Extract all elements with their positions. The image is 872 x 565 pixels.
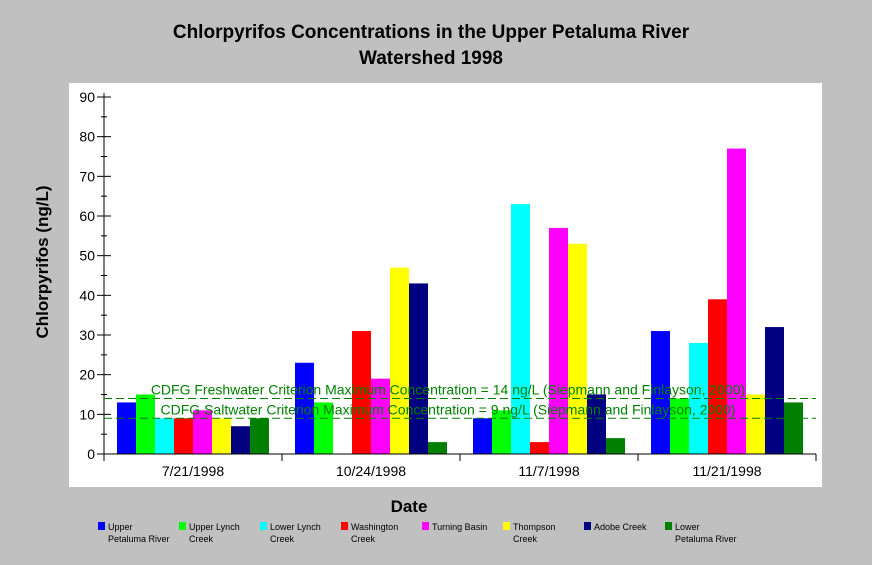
legend-label-line: Petaluma River xyxy=(108,534,170,544)
bar-adobe-creek-2 xyxy=(409,283,428,454)
y-tick-label: 40 xyxy=(79,287,95,303)
x-axis-label: Date xyxy=(391,497,428,516)
legend-label-line: Washington xyxy=(351,522,399,532)
bar-upper-petaluma-river-3 xyxy=(473,418,492,454)
legend-label: Lower Petaluma River xyxy=(675,521,755,545)
bar-thompson-creek-4 xyxy=(746,394,765,454)
y-tick-label: 20 xyxy=(79,367,95,383)
legend-swatch xyxy=(503,522,510,530)
legend-label: Adobe Creek xyxy=(594,521,674,533)
legend-swatch xyxy=(179,522,186,530)
x-tick-label: 11/7/1998 xyxy=(518,463,579,479)
legend-label: Upper Lynch Creek xyxy=(189,521,269,545)
legend-swatch xyxy=(98,522,105,530)
bar-upper-petaluma-river-4 xyxy=(651,331,670,454)
reference-line-label-1: CDFG Freshwater Criterion Maximum Concen… xyxy=(151,381,745,397)
legend-label-line: Adobe Creek xyxy=(594,522,647,532)
legend-swatch xyxy=(341,522,348,530)
legend-label: Lower Lynch Creek xyxy=(270,521,350,545)
legend-label-line: Creek xyxy=(189,534,214,544)
bar-washington-creek-4 xyxy=(708,299,727,454)
reference-lines-layer: CDFG Freshwater Criterion Maximum Concen… xyxy=(104,381,816,419)
bars-layer xyxy=(117,148,803,455)
legend-swatch xyxy=(584,522,591,530)
bar-upper-lynch-creek-4 xyxy=(670,398,689,454)
legend-swatch xyxy=(422,522,429,530)
bar-upper-petaluma-river-2 xyxy=(295,362,314,454)
legend-label: Washington Creek xyxy=(351,521,431,545)
legend-label: Thompson Creek xyxy=(513,521,593,545)
y-tick-label: 90 xyxy=(79,89,95,105)
legend-swatch xyxy=(665,522,672,530)
legend-label-line: Upper xyxy=(108,522,133,532)
y-tick-label: 50 xyxy=(79,248,95,264)
bar-lower-lynch-creek-3 xyxy=(511,204,530,454)
chart-title-line-2: Watershed 1998 xyxy=(359,48,503,69)
x-tick-label: 7/21/1998 xyxy=(162,463,224,479)
bar-adobe-creek-4 xyxy=(765,327,784,454)
legend-label-line: Upper Lynch xyxy=(189,522,240,532)
bar-washington-creek-2 xyxy=(352,331,371,454)
bar-upper-petaluma-river-1 xyxy=(117,402,136,454)
bar-turning-basin-3 xyxy=(549,227,568,454)
axes-layer: 0 10 20 30 40 50 60 70 80 90 7/21/1998 10/24/1998 11… xyxy=(79,89,817,479)
reference-line-label-2: CDFG Saltwater Criterion Maximum Concent… xyxy=(161,401,736,417)
y-tick-label: 10 xyxy=(79,406,95,422)
bar-lower-lynch-creek-1 xyxy=(155,418,174,454)
y-tick-label: 30 xyxy=(79,327,95,343)
bar-washington-creek-3 xyxy=(530,442,549,454)
x-tick-label: 11/21/1998 xyxy=(692,463,761,479)
legend-label-line: Lower Lynch xyxy=(270,522,321,532)
legend-swatch xyxy=(260,522,267,530)
legend-label: Upper Petaluma River xyxy=(108,521,188,545)
bar-lower-petaluma-river-1 xyxy=(250,418,269,454)
x-tick-label: 10/24/1998 xyxy=(336,463,406,479)
legend-label-line: Petaluma River xyxy=(675,534,737,544)
legend-label-line: Creek xyxy=(513,534,538,544)
chart-title-line-1: Chlorpyrifos Concentrations in the Upper… xyxy=(172,22,690,43)
bar-lower-petaluma-river-4 xyxy=(784,402,803,454)
bar-adobe-creek-3 xyxy=(587,394,606,454)
legend-label: Turning Basin xyxy=(432,521,512,533)
legend-label-line: Lower xyxy=(675,522,700,532)
bar-lower-petaluma-river-3 xyxy=(606,438,625,454)
bar-lower-petaluma-river-2 xyxy=(428,442,447,454)
y-tick-label: 80 xyxy=(79,129,95,145)
legend-label-line: Turning Basin xyxy=(432,522,488,532)
y-axis-label: Chlorpyrifos (ng/L) xyxy=(33,186,52,339)
bar-thompson-creek-2 xyxy=(390,267,409,454)
bar-turning-basin-1 xyxy=(193,410,212,454)
bar-thompson-creek-1 xyxy=(212,418,231,454)
y-tick-label: 0 xyxy=(87,446,95,462)
bar-thompson-creek-3 xyxy=(568,243,587,454)
bar-adobe-creek-1 xyxy=(231,426,250,454)
bar-turning-basin-2 xyxy=(371,378,390,454)
bar-upper-lynch-creek-3 xyxy=(492,410,511,454)
y-tick-label: 60 xyxy=(79,208,95,224)
legend-label-line: Creek xyxy=(351,534,376,544)
y-tick-label: 70 xyxy=(79,168,95,184)
legend-label-line: Creek xyxy=(270,534,295,544)
bar-washington-creek-1 xyxy=(174,418,193,454)
bar-upper-lynch-creek-2 xyxy=(314,402,333,454)
bar-upper-lynch-creek-1 xyxy=(136,394,155,454)
legend-label-line: Thompson xyxy=(513,522,556,532)
bar-turning-basin-4 xyxy=(727,148,746,455)
chart-title: Chlorpyrifos Concentrations in the Upper… xyxy=(0,20,862,72)
